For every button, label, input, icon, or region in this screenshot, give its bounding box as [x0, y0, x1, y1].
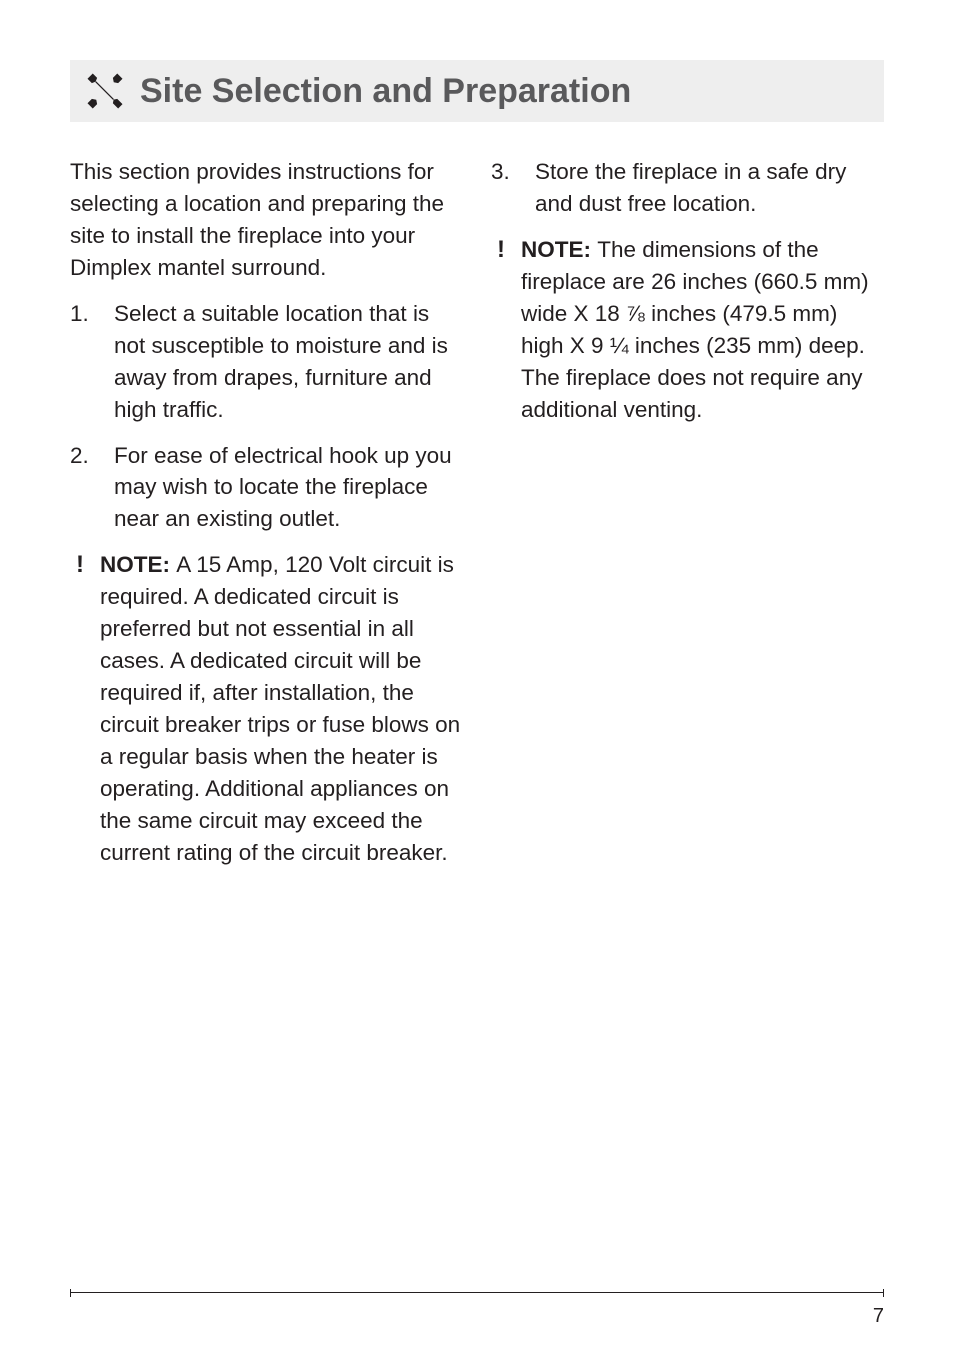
right-column: 3.Store the fireplace in a safe dry and … [491, 156, 884, 883]
footer [70, 1292, 884, 1300]
item-text: Select a suitable location that is not s… [114, 298, 463, 426]
note-item: !NOTE: A 15 Amp, 120 Volt circuit is req… [70, 549, 463, 868]
item-text: For ease of electrical hook up you may w… [114, 440, 463, 536]
item-number: 1. [70, 298, 114, 426]
section-title: Site Selection and Preparation [140, 72, 631, 111]
note-icon: ! [491, 234, 521, 426]
item-text: NOTE: The dimensions of the fireplace ar… [521, 234, 884, 426]
note-label: NOTE: [100, 552, 176, 577]
content-columns: This section provides instructions for s… [70, 156, 884, 883]
list-item: 2.For ease of electrical hook up you may… [70, 440, 463, 536]
list-item: 1.Select a suitable location that is not… [70, 298, 463, 426]
item-number: 3. [491, 156, 535, 220]
left-list: 1.Select a suitable location that is not… [70, 298, 463, 869]
page: Site Selection and Preparation This sect… [0, 0, 954, 883]
item-number: 2. [70, 440, 114, 536]
footer-rule [70, 1292, 884, 1300]
list-item: 3.Store the fireplace in a safe dry and … [491, 156, 884, 220]
right-list: 3.Store the fireplace in a safe dry and … [491, 156, 884, 426]
left-column: This section provides instructions for s… [70, 156, 463, 883]
section-header: Site Selection and Preparation [70, 60, 884, 122]
page-number: 7 [873, 1305, 884, 1328]
note-label: NOTE: [521, 237, 597, 262]
tools-icon [84, 70, 126, 112]
item-text: NOTE: A 15 Amp, 120 Volt circuit is requ… [100, 549, 463, 868]
item-text: Store the fireplace in a safe dry and du… [535, 156, 884, 220]
intro-paragraph: This section provides instructions for s… [70, 156, 463, 284]
note-item: !NOTE: The dimensions of the fireplace a… [491, 234, 884, 426]
note-icon: ! [70, 549, 100, 868]
